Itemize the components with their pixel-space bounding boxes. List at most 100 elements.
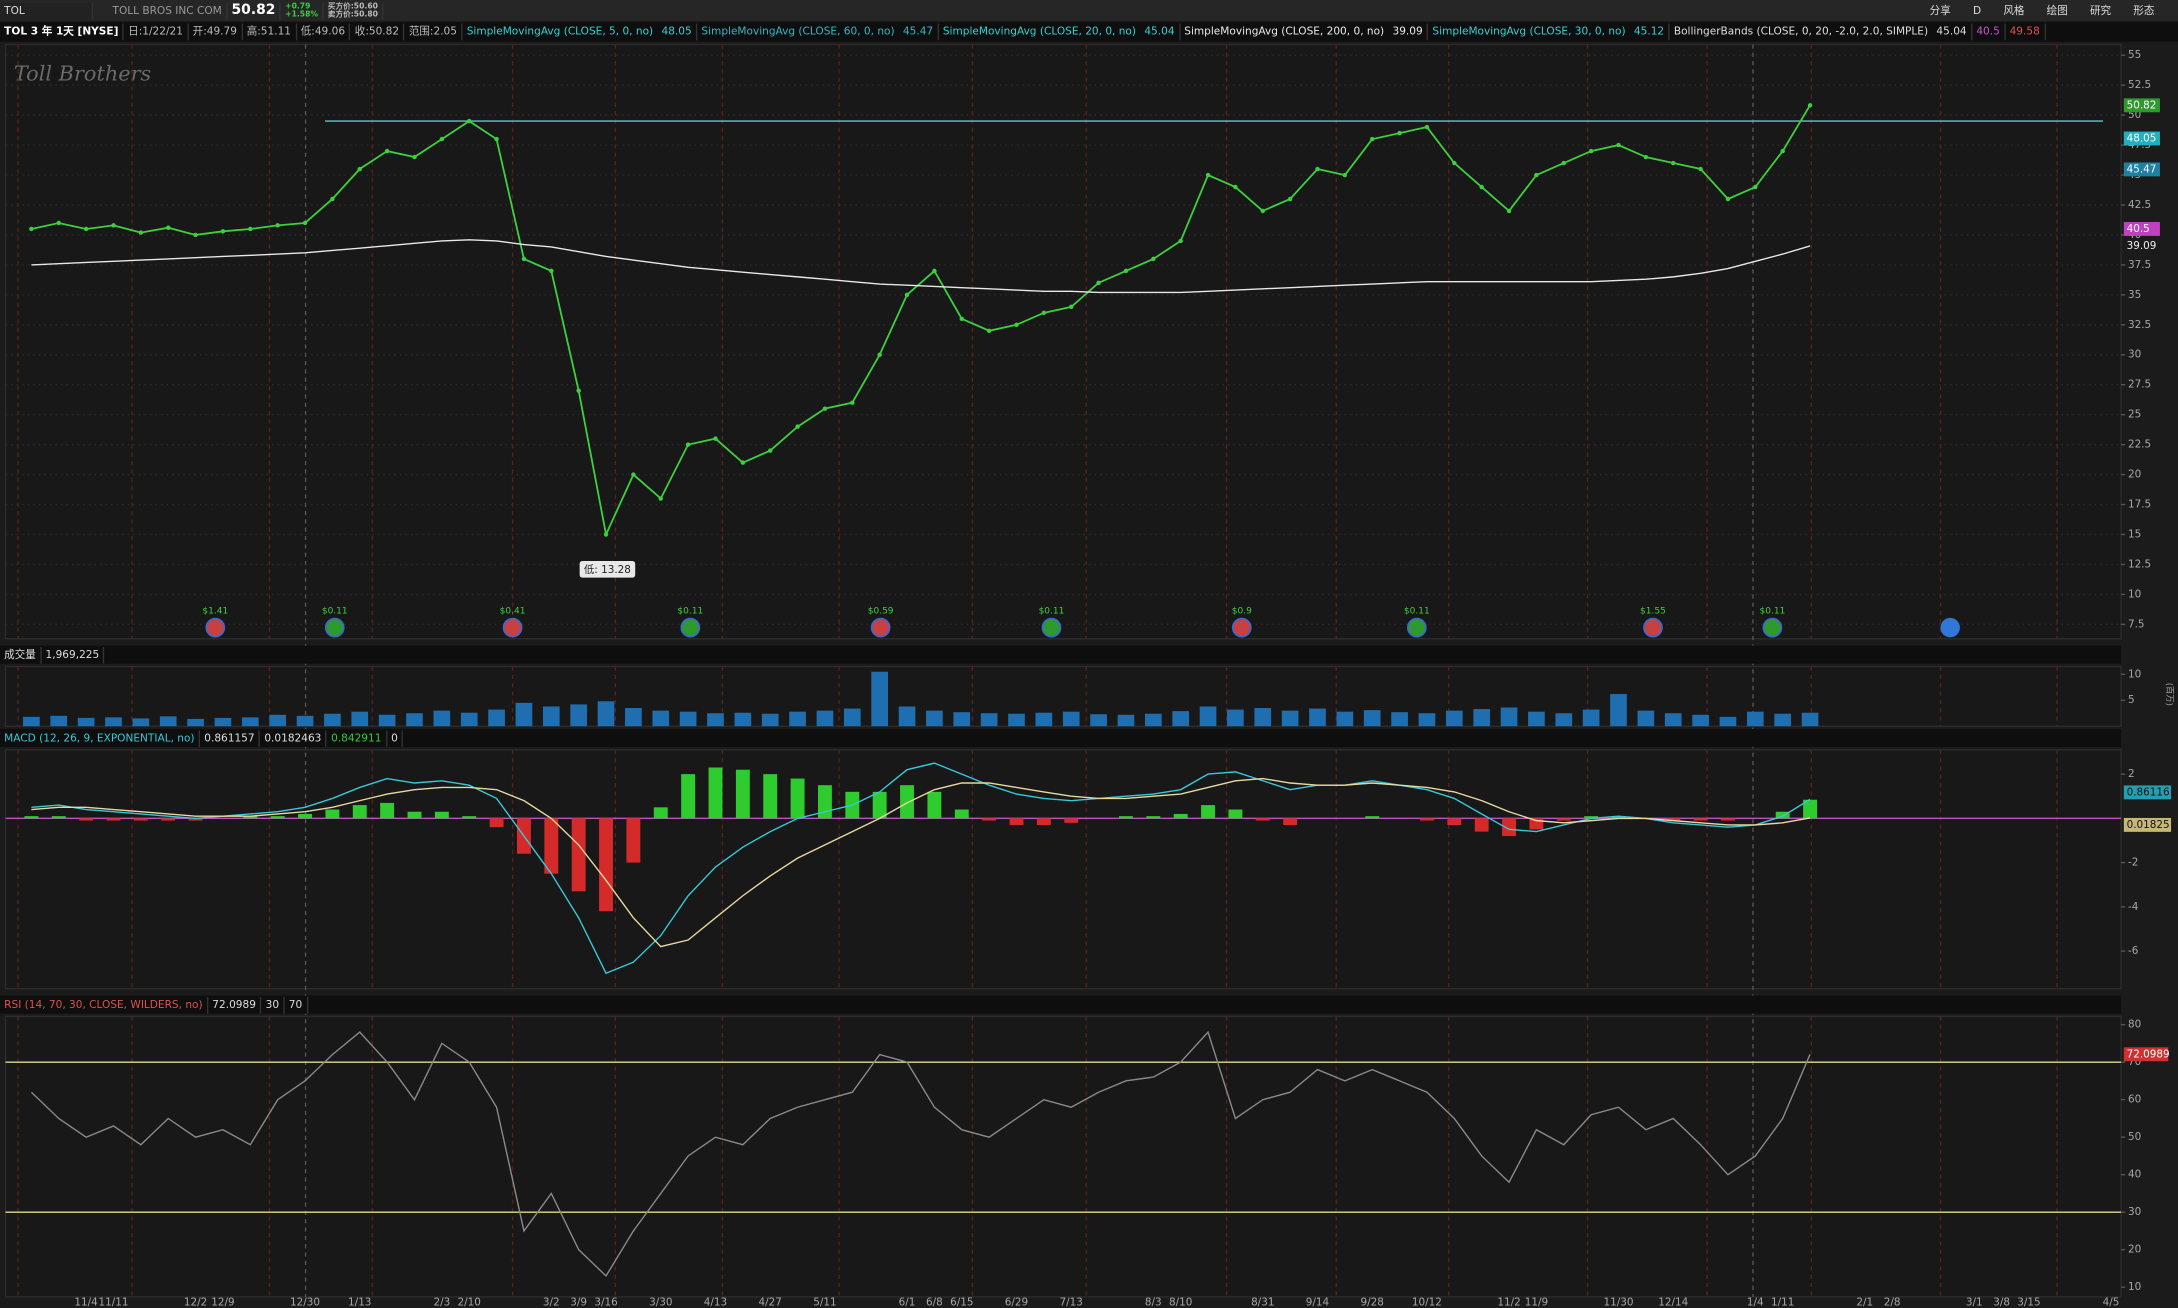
histogram-bar (817, 785, 832, 819)
volume-bar (1528, 711, 1545, 727)
histogram-bar (626, 818, 641, 863)
histogram-bar (1474, 818, 1489, 832)
histogram-bar (1036, 818, 1051, 825)
toolbar-button[interactable]: 风格 (2003, 3, 2025, 16)
y-tick-label: 10 (2128, 1281, 2141, 1293)
toolbar-button[interactable]: 分享 (1929, 3, 1951, 16)
price-point (521, 256, 527, 262)
y-tick-label: 30 (2128, 349, 2141, 361)
toolbar-button[interactable]: 形态 (2133, 3, 2155, 16)
x-tick-label: 11/2 (1497, 1296, 1520, 1308)
volume-bar (1555, 713, 1573, 727)
histogram-bar (1529, 818, 1544, 830)
y-tick-label: 50 (2128, 109, 2141, 121)
price-point (904, 292, 910, 298)
histogram-bar (1721, 818, 1735, 821)
histogram-bar (1255, 818, 1270, 821)
volume-bar (1254, 708, 1272, 727)
y-tick-label: -4 (2128, 901, 2139, 913)
rsi-level-value: 70 (285, 996, 308, 1013)
panel-title: RSI (14, 70, 30, CLOSE, WILDERS, no) (0, 996, 209, 1013)
event-icon (324, 617, 345, 638)
y-tick-label: 27.5 (2128, 379, 2151, 391)
price-point (1506, 208, 1512, 214)
rsi-panel (4, 1015, 2122, 1298)
y-tick-label: -2 (2128, 857, 2138, 869)
event-icon (1406, 617, 1427, 638)
macd-line (31, 777, 1811, 948)
x-tick-label: 3/2 (543, 1296, 560, 1308)
volume-bar (1610, 694, 1627, 727)
macd-value: 0.861157 (200, 729, 261, 747)
volume-bar (187, 718, 204, 727)
histogram-bar (1201, 805, 1215, 819)
x-tick-label: 11/11 (98, 1296, 128, 1308)
histogram-bar (462, 816, 477, 819)
toolbar-button[interactable]: 研究 (2089, 3, 2112, 16)
volume-bar (1774, 713, 1792, 727)
ohlc-field: 开:49.79 (188, 23, 243, 41)
price-point (877, 352, 882, 357)
volume-bar (269, 714, 287, 727)
toolbar-button[interactable]: D (1972, 3, 1982, 16)
dividend-label: $0.11 (1039, 606, 1065, 616)
macd-value: 0.0182463 (260, 729, 327, 747)
x-tick-label: 9/28 (1361, 1296, 1384, 1308)
x-tick-label: 3/30 (649, 1296, 672, 1308)
x-tick-label: 11/4 (74, 1296, 98, 1308)
histogram-bar (270, 816, 285, 819)
last-price: 50.82 (227, 2, 281, 19)
x-tick-label: 6/8 (926, 1296, 943, 1308)
volume-bar (734, 712, 752, 727)
study-label: SimpleMovingAvg (CLOSE, 5, 0, no) (466, 24, 654, 38)
panel-title: MACD (12, 26, 9, EXPONENTIAL, no) (0, 729, 201, 747)
histogram-bar (161, 818, 176, 821)
price-point (1807, 103, 1813, 108)
x-tick-label: 2/10 (458, 1296, 481, 1308)
histogram-bar (1009, 818, 1024, 825)
price-point (138, 230, 144, 235)
change: +0.79 (285, 2, 311, 11)
price-point (576, 388, 581, 393)
volume-bar (488, 709, 505, 727)
study-label: BollingerBands (CLOSE, 0, 20, -2.0, 2.0,… (1673, 24, 1929, 38)
symbol-input[interactable]: TOL (0, 2, 94, 19)
y-tick-label: 40 (2128, 1169, 2141, 1181)
toolbar-button[interactable]: 绘图 (2046, 3, 2068, 16)
y-tick-label: 5 (2128, 694, 2135, 706)
y-tick-label: 17.5 (2128, 499, 2151, 511)
quote-block: 买方价:50.60 卖方价:50.80 (324, 2, 384, 19)
volume-bar (926, 710, 943, 727)
histogram-bar (79, 818, 94, 821)
volume-bar (433, 710, 451, 727)
volume-bar (1664, 713, 1682, 727)
chart-title: TOL 3 年 1天 [NYSE] (0, 23, 124, 41)
study-value: 48.05 (657, 23, 698, 41)
price-point (822, 406, 828, 411)
macd-badge (2123, 817, 2172, 832)
price-point (357, 166, 362, 172)
x-tick-label: 6/29 (1005, 1296, 1028, 1308)
histogram-bar (434, 811, 449, 819)
y-tick-label: 10 (2128, 588, 2141, 600)
volume-bar (1199, 706, 1217, 727)
y-tick-label: 15 (2128, 528, 2141, 540)
dividend-label: $0.41 (500, 606, 526, 616)
annotation-box (579, 560, 636, 578)
y-tick-label: 12.5 (2128, 558, 2151, 570)
histogram-bar (1119, 816, 1133, 819)
price-badge-label: 50.82 (2127, 99, 2157, 111)
price-point (1561, 160, 1566, 166)
volume-bar (1363, 710, 1381, 727)
x-tick-label: 2/8 (1884, 1296, 1901, 1308)
histogram-bar (298, 813, 312, 819)
price-point (1397, 130, 1402, 136)
histogram-bar (1693, 818, 1708, 821)
histogram-bar (407, 811, 422, 819)
study-value: 39.09 (1388, 23, 1429, 41)
x-tick-label: 12/30 (290, 1296, 320, 1308)
histogram-bar (653, 807, 668, 819)
histogram-bar (872, 791, 887, 819)
volume-bar (1445, 710, 1463, 727)
